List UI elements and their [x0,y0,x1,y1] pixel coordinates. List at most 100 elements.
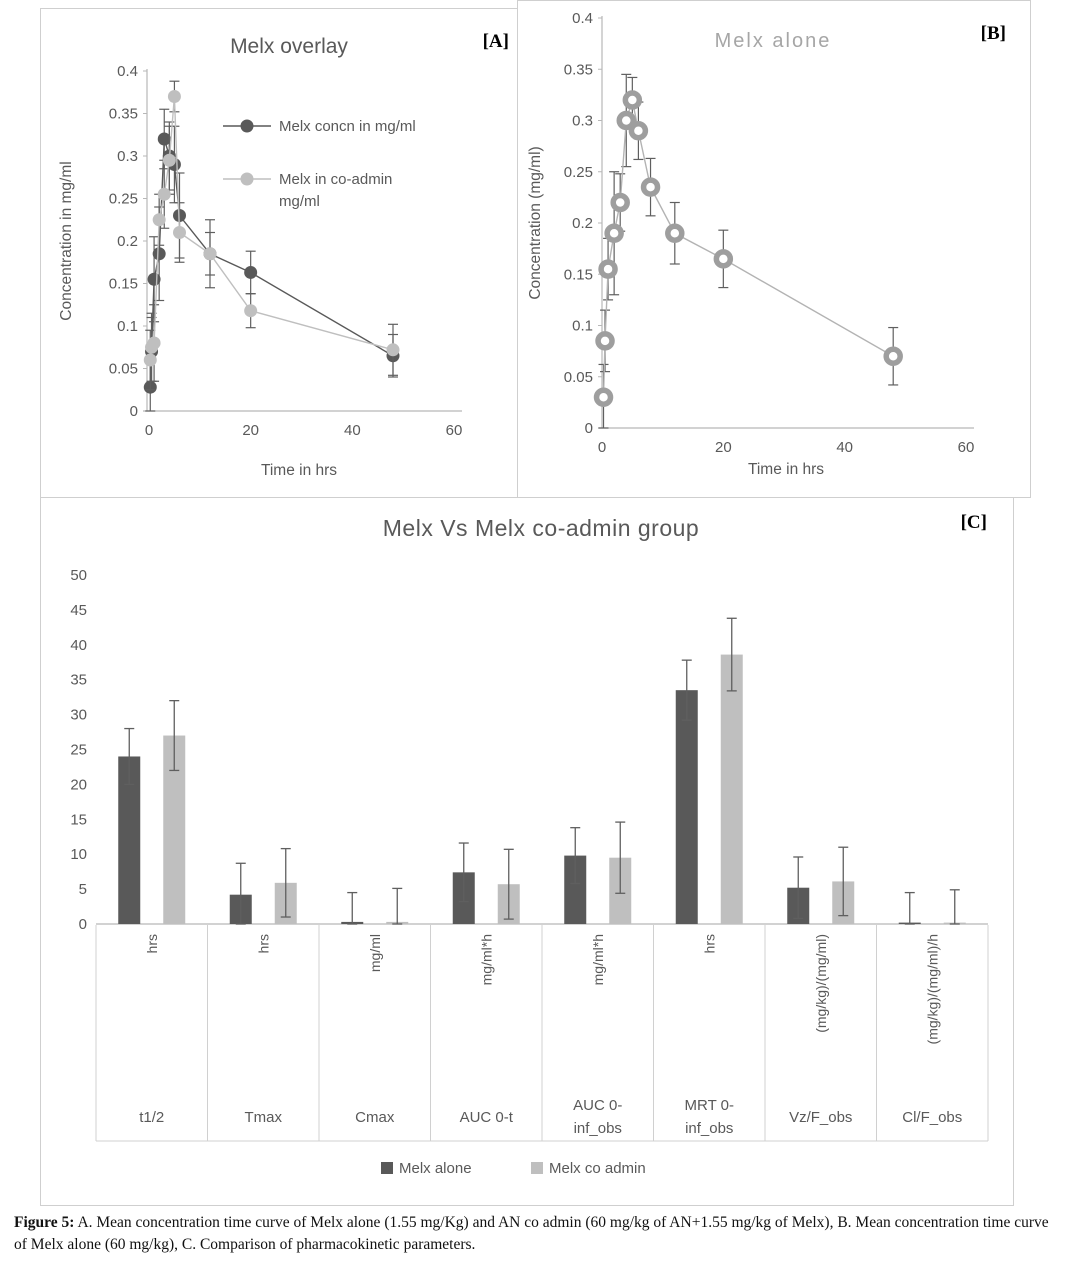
svg-text:0.1: 0.1 [572,318,593,335]
svg-text:15: 15 [70,811,87,828]
svg-text:Time in hrs: Time in hrs [261,462,337,479]
svg-text:Cmax: Cmax [355,1109,395,1126]
svg-text:0.25: 0.25 [109,191,138,208]
melx-overlay-chart: 0 0.05 0.1 0.15 0.2 0.25 0.3 0.35 0.4 0 20 40 60 Melx… [58,35,463,479]
figure-caption: Figure 5: A. Mean concentration time cur… [14,1212,1060,1256]
panel-c-pk-comparison: 0 5 10 15 20 25 30 35 40 45 50 hrs t1/2 hrs Tmax mg/ml C… [40,497,1014,1206]
bar-series-melx-alone [118,659,921,925]
svg-text:Tmax: Tmax [245,1109,283,1126]
svg-text:Time in hrs: Time in hrs [748,461,824,478]
svg-text:0.15: 0.15 [564,266,593,283]
svg-text:5: 5 [79,881,87,898]
svg-text:0.4: 0.4 [572,10,593,27]
series-melx-in-co-admin-mg-ml [143,80,400,391]
svg-text:AUC 0-t: AUC 0-t [460,1109,514,1126]
svg-text:mg/ml*h: mg/ml*h [590,934,606,985]
svg-text:40: 40 [836,439,853,456]
svg-text:Melx co admin: Melx co admin [549,1160,646,1177]
chart-title: Melx overlay [230,35,348,58]
markers [143,90,400,367]
chart-title: Melx alone [715,30,832,52]
x-axis-title: Time in hrs [261,462,337,479]
x-axis-title: Time in hrs [748,461,824,478]
svg-text:Vz/F_obs: Vz/F_obs [789,1109,852,1126]
svg-text:0.3: 0.3 [572,113,593,130]
svg-text:Melx alone: Melx alone [715,30,832,52]
svg-text:hrs: hrs [255,934,271,953]
svg-text:Melx concn in mg/ml: Melx concn in mg/ml [279,118,416,135]
svg-text:Concentration (mg/ml): Concentration (mg/ml) [527,146,544,299]
series-melx-alone [593,73,903,429]
svg-text:50: 50 [70,567,87,584]
svg-text:60: 60 [446,422,463,439]
svg-text:AUC 0-: AUC 0- [573,1097,622,1114]
legend: Melx alone Melx co admin [381,1160,646,1177]
svg-text:mg/ml: mg/ml [367,934,383,972]
svg-text:0.35: 0.35 [109,106,138,123]
svg-text:0.1: 0.1 [117,318,138,335]
svg-text:0.2: 0.2 [117,233,138,250]
pk-comparison-chart: 0 5 10 15 20 25 30 35 40 45 50 hrs t1/2 hrs Tmax mg/ml C… [70,515,989,1177]
chart-title: Melx Vs Melx co-admin group [383,515,699,541]
svg-text:0: 0 [79,916,87,933]
svg-text:0.2: 0.2 [572,215,593,232]
svg-text:20: 20 [70,776,87,793]
melx-alone-chart: 0 0.05 0.1 0.15 0.2 0.25 0.3 0.35 0.4 0 20 40 60 Melx… [527,10,975,478]
y-axis-title: Concentration (mg/ml) [527,146,544,299]
figure-caption-label: Figure 5: [14,1214,75,1231]
svg-text:Melx alone: Melx alone [399,1160,472,1177]
svg-text:0.3: 0.3 [117,148,138,165]
panel-c-tag: [C] [960,512,987,533]
svg-text:60: 60 [958,439,975,456]
svg-text:35: 35 [70,672,87,689]
category-table: hrs t1/2 hrs Tmax mg/ml Cmax mg/ml*h AUC 0-t mg/… [95,925,989,1142]
svg-text:0: 0 [145,422,153,439]
svg-text:Cl/F_obs: Cl/F_obs [902,1109,962,1126]
svg-text:10: 10 [70,846,87,863]
svg-text:mg/ml: mg/ml [279,193,320,210]
svg-text:inf_obs: inf_obs [685,1120,733,1137]
svg-text:hrs: hrs [701,934,717,953]
svg-text:(mg/kg)/(mg/ml)/h: (mg/kg)/(mg/ml)/h [924,934,940,1044]
bar-series-melx-co-admin [163,617,966,925]
axes: 0 5 10 15 20 25 30 35 40 45 50 [70,567,988,933]
svg-text:0.35: 0.35 [564,61,593,78]
svg-text:45: 45 [70,602,87,619]
error-bars [145,108,398,412]
svg-text:hrs: hrs [144,934,160,953]
svg-text:0.05: 0.05 [109,361,138,378]
figure-caption-text: A. Mean concentration time curve of Melx… [14,1214,1049,1253]
svg-text:Concentration in mg/ml: Concentration in mg/ml [58,161,75,320]
markers [593,90,903,407]
svg-text:0.25: 0.25 [564,164,593,181]
svg-text:0: 0 [585,420,593,437]
svg-text:inf_obs: inf_obs [574,1120,622,1137]
panel-a-tag: [A] [482,31,509,52]
axes: 0 0.05 0.1 0.15 0.2 0.25 0.3 0.35 0.4 0 20 40 60 [109,63,463,439]
svg-text:30: 30 [70,707,87,724]
panel-b-tag: [B] [980,23,1006,44]
svg-text:0.15: 0.15 [109,276,138,293]
series-melx-concn-in-mg-ml [143,108,400,412]
svg-text:Melx in co-admin: Melx in co-admin [279,171,392,188]
svg-text:mg/ml*h: mg/ml*h [478,934,494,985]
svg-text:t1/2: t1/2 [139,1109,164,1126]
svg-text:0.05: 0.05 [564,369,593,386]
svg-text:40: 40 [70,637,87,654]
svg-text:20: 20 [715,439,732,456]
svg-text:0: 0 [130,403,138,420]
bars [118,617,966,925]
svg-text:MRT 0-: MRT 0- [685,1097,734,1114]
panel-a-melx-overlay: 0 0.05 0.1 0.15 0.2 0.25 0.3 0.35 0.4 0 20 40 60 Melx… [40,8,518,498]
svg-text:40: 40 [344,422,361,439]
svg-text:20: 20 [242,422,259,439]
svg-text:0: 0 [598,439,606,456]
svg-text:Melx overlay: Melx overlay [230,35,348,58]
svg-text:0.4: 0.4 [117,63,138,80]
y-axis-title: Concentration in mg/ml [58,161,75,320]
panel-b-melx-alone: 0 0.05 0.1 0.15 0.2 0.25 0.3 0.35 0.4 0 20 40 60 Melx… [517,0,1031,498]
svg-text:25: 25 [70,742,87,759]
legend: Melx concn in mg/ml Melx in co-admin mg/ml [223,118,416,210]
svg-text:Melx Vs Melx co-admin group: Melx Vs Melx co-admin group [383,515,699,541]
